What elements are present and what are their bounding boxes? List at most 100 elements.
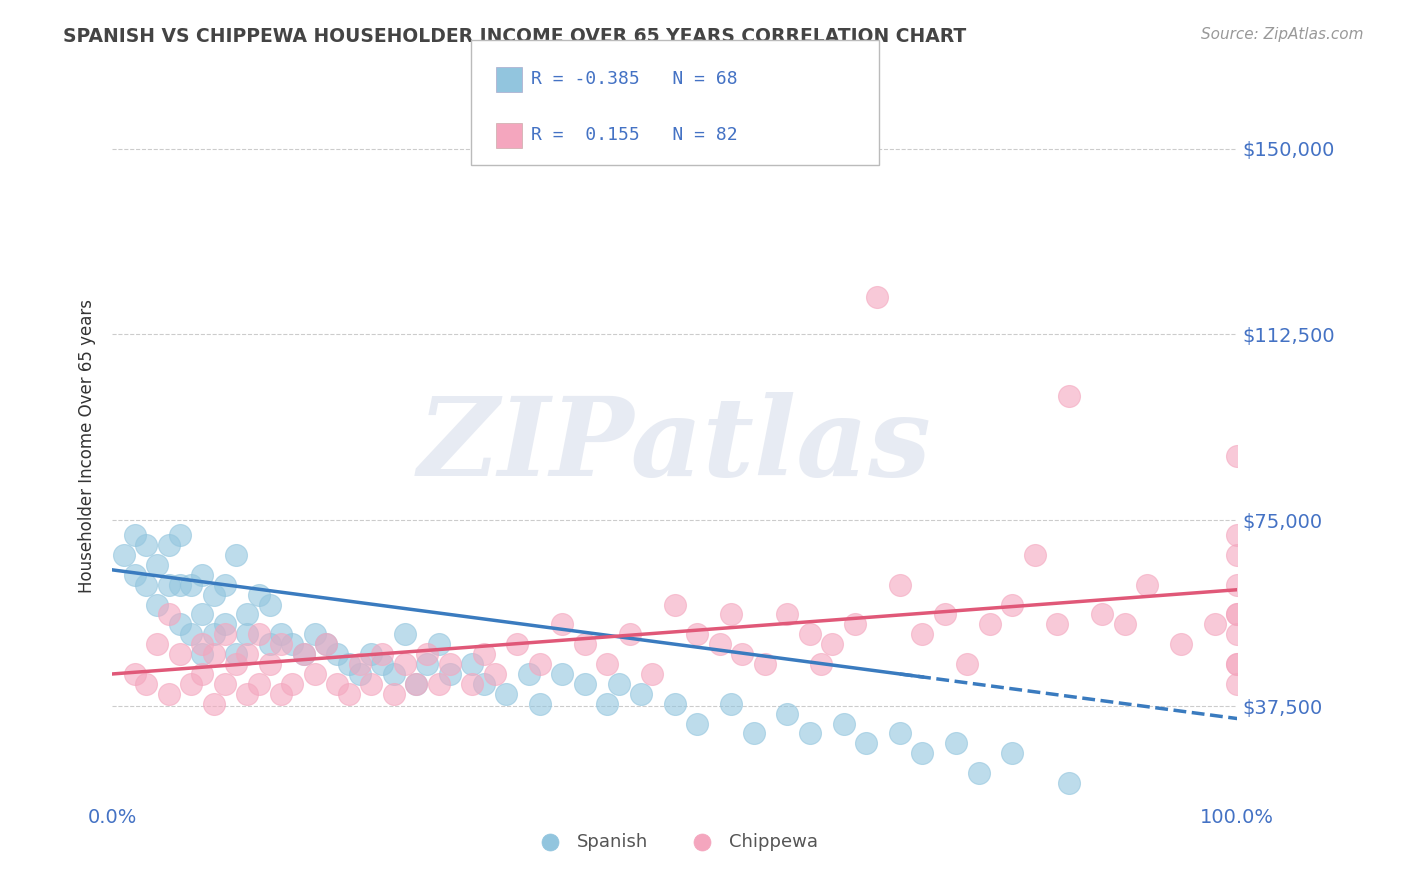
Text: R = -0.385   N = 68: R = -0.385 N = 68 (531, 70, 738, 88)
Point (1226, 578, 1249, 592)
Point (112, 548, 135, 562)
Point (247, 588, 270, 602)
Point (259, 637, 281, 651)
Point (382, 687, 405, 701)
Point (236, 627, 259, 641)
Point (866, 290, 889, 304)
Point (799, 726, 821, 740)
Point (180, 677, 202, 691)
Point (967, 766, 990, 780)
Point (191, 637, 214, 651)
Point (1001, 746, 1024, 760)
Point (1024, 548, 1046, 562)
Point (202, 697, 225, 711)
Point (1046, 617, 1069, 632)
Point (315, 637, 337, 651)
Point (529, 657, 551, 671)
Point (371, 657, 394, 671)
Point (484, 667, 506, 681)
Point (124, 667, 146, 681)
Point (742, 726, 765, 740)
Point (360, 677, 382, 691)
Point (169, 647, 191, 661)
Point (1057, 776, 1080, 790)
Point (1204, 617, 1226, 632)
Point (607, 677, 630, 691)
Point (394, 627, 416, 641)
Point (225, 657, 247, 671)
Point (1226, 528, 1249, 542)
Point (292, 647, 315, 661)
Point (191, 567, 214, 582)
Point (945, 736, 967, 750)
Point (292, 647, 315, 661)
Point (776, 706, 799, 721)
Point (461, 677, 484, 691)
Point (427, 637, 450, 651)
Point (124, 528, 146, 542)
Point (135, 677, 157, 691)
Point (247, 627, 270, 641)
Point (495, 687, 517, 701)
Point (416, 657, 439, 671)
Point (821, 637, 844, 651)
Point (349, 657, 371, 671)
Point (315, 637, 337, 651)
Point (304, 667, 326, 681)
Point (855, 736, 877, 750)
Point (664, 697, 686, 711)
Point (326, 647, 349, 661)
Point (270, 687, 292, 701)
Point (169, 617, 191, 632)
Point (124, 567, 146, 582)
Point (1226, 677, 1249, 691)
Point (1170, 637, 1192, 651)
Point (169, 528, 191, 542)
Point (146, 598, 169, 612)
Point (349, 667, 371, 681)
Point (472, 647, 495, 661)
Text: Source: ZipAtlas.com: Source: ZipAtlas.com (1201, 27, 1364, 42)
Point (157, 687, 180, 701)
Point (641, 667, 664, 681)
Point (214, 677, 236, 691)
Point (180, 578, 202, 592)
Point (810, 657, 832, 671)
Point (180, 627, 202, 641)
Point (202, 647, 225, 661)
Point (247, 677, 270, 691)
Point (225, 647, 247, 661)
Point (169, 578, 191, 592)
Point (709, 637, 731, 651)
Point (1226, 607, 1249, 622)
Point (1226, 627, 1249, 641)
Point (202, 627, 225, 641)
Point (394, 657, 416, 671)
Point (1136, 578, 1159, 592)
Point (337, 687, 360, 701)
Point (551, 617, 574, 632)
Point (551, 667, 574, 681)
Text: R =  0.155   N = 82: R = 0.155 N = 82 (531, 126, 738, 144)
Point (472, 677, 495, 691)
Point (281, 637, 304, 651)
Point (382, 667, 405, 681)
Point (371, 647, 394, 661)
Point (1226, 548, 1249, 562)
Point (720, 697, 742, 711)
Point (191, 667, 214, 681)
Point (157, 538, 180, 552)
Point (664, 598, 686, 612)
Point (574, 677, 596, 691)
Point (1057, 389, 1080, 403)
Point (731, 647, 754, 661)
Point (979, 617, 1001, 632)
Point (146, 558, 169, 572)
Point (686, 716, 709, 731)
Point (214, 617, 236, 632)
Text: ZIPatlas: ZIPatlas (418, 392, 932, 500)
Point (259, 598, 281, 612)
Point (214, 627, 236, 641)
Point (574, 637, 596, 651)
Text: SPANISH VS CHIPPEWA HOUSEHOLDER INCOME OVER 65 YEARS CORRELATION CHART: SPANISH VS CHIPPEWA HOUSEHOLDER INCOME O… (63, 27, 966, 45)
